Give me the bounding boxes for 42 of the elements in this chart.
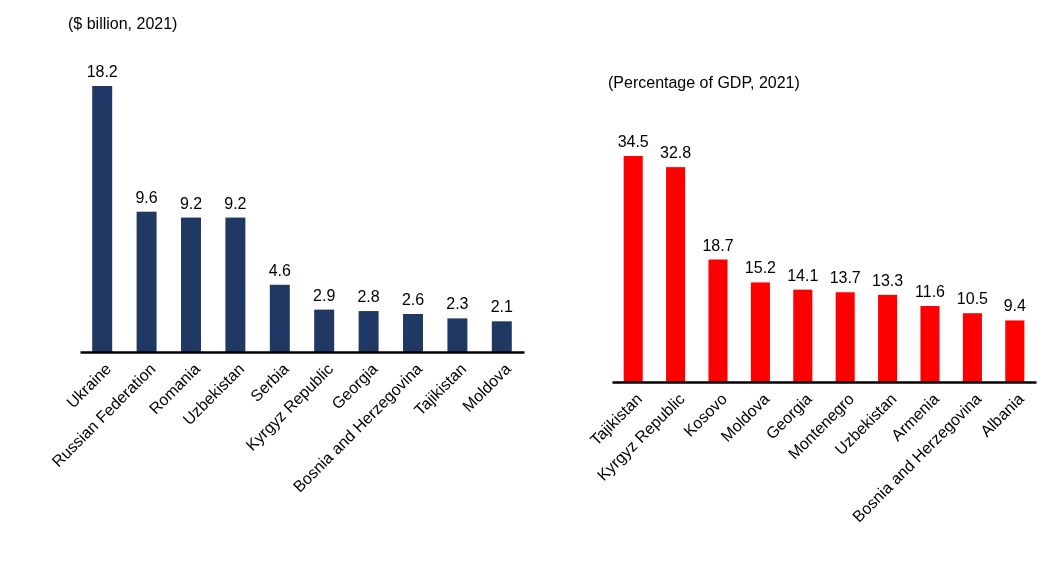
data-label: 9.6 xyxy=(135,188,158,206)
bar xyxy=(666,167,686,382)
bar xyxy=(92,86,113,352)
bar xyxy=(447,318,468,352)
data-label: 2.3 xyxy=(446,295,469,313)
data-label: 13.7 xyxy=(829,269,861,287)
data-label: 14.1 xyxy=(787,266,819,284)
data-label: 2.9 xyxy=(313,286,336,304)
bar xyxy=(1005,320,1025,382)
bar xyxy=(793,289,813,382)
bar xyxy=(920,306,940,382)
data-label: 11.6 xyxy=(915,283,946,301)
bar xyxy=(181,217,201,352)
data-label: 2.8 xyxy=(357,288,380,306)
bar xyxy=(358,311,379,352)
chart-title: ($ billion, 2021) xyxy=(68,15,178,32)
bar xyxy=(225,217,246,352)
data-label: 9.2 xyxy=(179,194,203,212)
bar xyxy=(750,282,770,382)
bar xyxy=(708,259,728,382)
bar xyxy=(835,292,855,382)
data-label: 18.2 xyxy=(86,63,118,80)
data-label: 9.4 xyxy=(1003,297,1027,315)
bar xyxy=(962,313,982,382)
bar xyxy=(623,156,643,382)
bar xyxy=(136,211,157,352)
bar xyxy=(269,284,290,352)
data-label: 34.5 xyxy=(617,133,649,150)
bar xyxy=(878,294,898,382)
chart-title: (Percentage of GDP, 2021) xyxy=(608,74,800,91)
data-label: 32.8 xyxy=(660,144,692,162)
data-label: 15.2 xyxy=(744,259,777,277)
data-label: 2.1 xyxy=(490,298,514,316)
data-label: 13.3 xyxy=(872,271,904,289)
data-label: 18.7 xyxy=(702,236,734,254)
data-label: 2.6 xyxy=(401,291,425,308)
data-label: 4.6 xyxy=(268,261,292,279)
data-label: 10.5 xyxy=(956,290,989,308)
bar xyxy=(491,321,512,352)
bar xyxy=(403,314,423,352)
bar xyxy=(314,309,335,352)
data-label: 9.2 xyxy=(224,194,247,212)
